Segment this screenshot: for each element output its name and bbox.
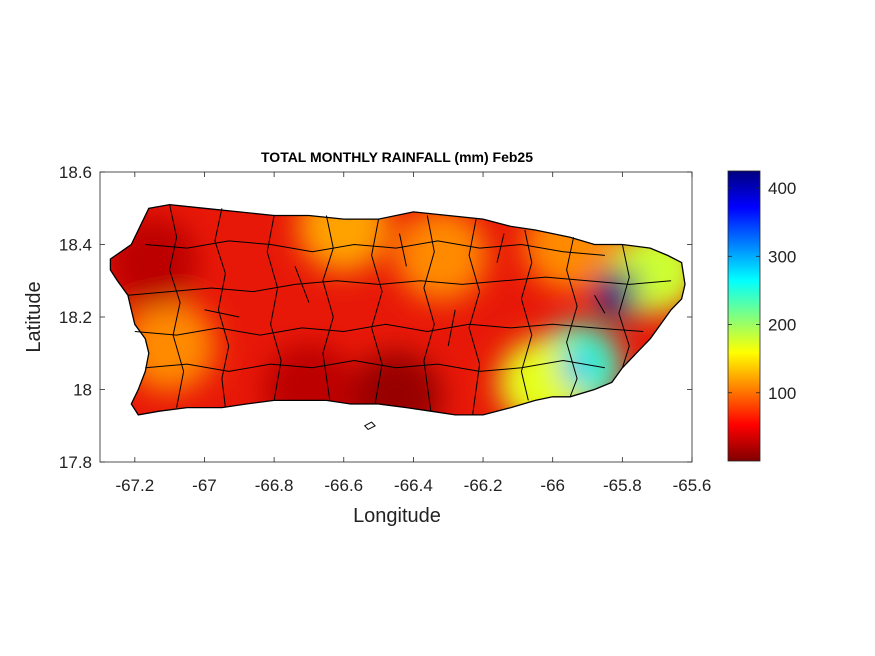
rainfall-cell xyxy=(350,350,442,415)
municipality-boundary xyxy=(169,204,185,408)
rainfall-core xyxy=(561,351,594,384)
municipality-boundary xyxy=(266,215,282,401)
municipality-boundaries xyxy=(127,204,672,415)
rainfall-cell xyxy=(297,204,390,273)
island-outline xyxy=(109,203,686,416)
colorbar-ticks: 100 200 300 400 xyxy=(728,179,796,403)
colorbar: 100 200 300 400 xyxy=(727,170,796,462)
rainfall-cell xyxy=(123,300,216,392)
y-tick-label: 18.4 xyxy=(59,236,92,255)
municipality-boundary xyxy=(294,266,310,303)
y-tick-label: 18.2 xyxy=(59,308,92,327)
x-tick-label: -67.2 xyxy=(115,476,154,495)
municipality-boundary xyxy=(496,233,505,263)
municipality-boundary xyxy=(520,229,533,401)
x-axis: -67.2 -67 -66.8 -66.6 -66.4 -66.2 -66 -65.8 -65.… xyxy=(115,172,711,495)
municipality-boundary xyxy=(214,208,230,408)
municipality-boundary xyxy=(371,219,383,405)
rainfall-cell xyxy=(395,209,488,302)
x-tick-label: -67 xyxy=(192,476,217,495)
municipality-boundary xyxy=(618,244,630,368)
municipality-boundary xyxy=(566,237,578,397)
x-tick-label: -66.6 xyxy=(324,476,363,495)
municipality-boundary xyxy=(145,359,605,372)
y-tick-label: 18.6 xyxy=(59,163,92,182)
y-axis: 17.8 18 18.2 18.4 18.6 xyxy=(59,163,692,472)
x-tick-label: -66 xyxy=(540,476,565,495)
colorbar-tick-label: 200 xyxy=(768,316,796,335)
colorbar-gradient xyxy=(727,170,761,462)
small-island-outline xyxy=(363,421,376,431)
x-tick-label: -66.2 xyxy=(464,476,503,495)
municipality-boundary xyxy=(204,309,240,318)
colorbar-tick-label: 300 xyxy=(768,247,796,266)
x-tick-label: -65.8 xyxy=(603,476,642,495)
x-tick-label: -66.4 xyxy=(394,476,433,495)
y-tick-label: 18 xyxy=(73,381,92,400)
colorbar-tick-label: 400 xyxy=(768,179,796,198)
chart-title: TOTAL MONTHLY RAINFALL (mm) Feb25 xyxy=(261,149,533,165)
municipality-boundary xyxy=(594,294,606,314)
municipality-boundary xyxy=(134,323,644,336)
map-area xyxy=(99,171,693,463)
x-tick-label: -66.8 xyxy=(255,476,294,495)
municipality-boundary xyxy=(468,219,481,415)
x-axis-label: Longitude xyxy=(353,505,441,527)
municipality-boundary xyxy=(399,233,407,267)
municipality-boundary xyxy=(423,215,435,412)
x-tick-label: -65.6 xyxy=(673,476,712,495)
municipality-boundary xyxy=(127,276,672,296)
y-tick-label: 17.8 xyxy=(59,453,92,472)
colorbar-tick-label: 100 xyxy=(768,384,796,403)
y-axis-label: Latitude xyxy=(23,281,45,352)
municipality-boundary xyxy=(447,309,456,347)
municipality-boundary xyxy=(322,215,334,401)
